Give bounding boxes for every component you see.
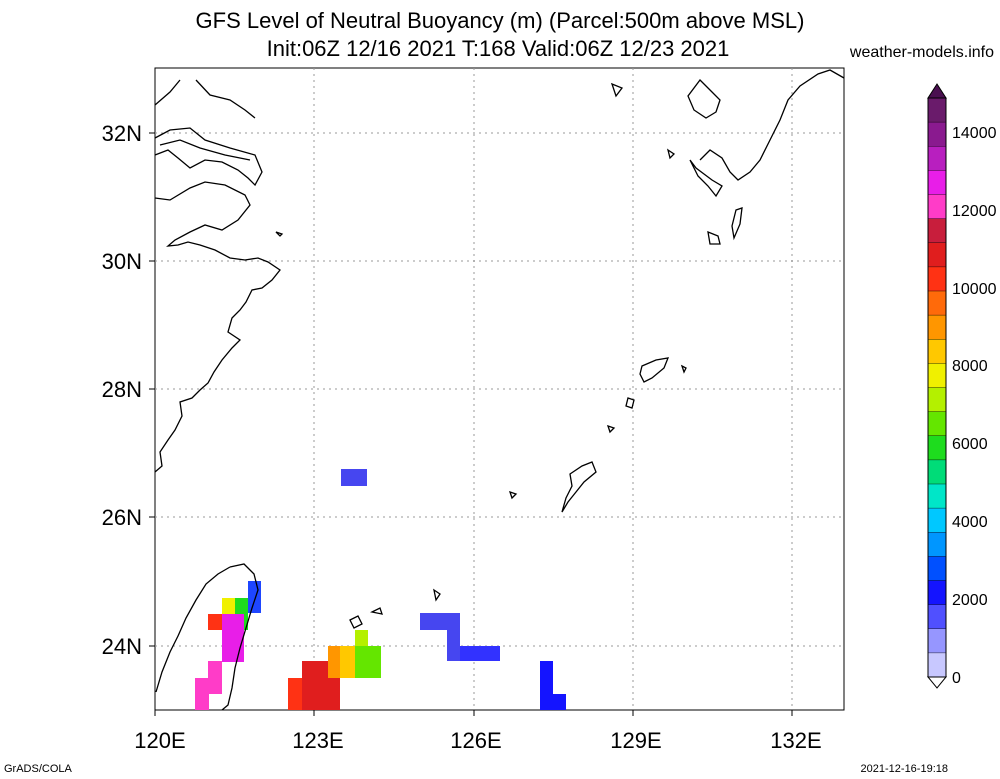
coastlines (154, 69, 845, 711)
cb-label-12000: 12000 (952, 203, 997, 220)
colorbar-segment (928, 194, 946, 220)
colorbar-segment (928, 218, 946, 244)
y-tick-30N: 30N (102, 249, 142, 274)
colorbar (927, 97, 947, 678)
axis-tickmarks (149, 132, 793, 716)
y-tick-28N: 28N (102, 377, 142, 402)
colorbar-segment (928, 339, 946, 364)
colorbar-segment (928, 411, 946, 437)
colorbar-segment (928, 459, 946, 485)
x-tick-132E: 132E (770, 728, 821, 753)
y-tick-26N: 26N (102, 505, 142, 530)
cb-label-14000: 14000 (952, 125, 997, 142)
cb-label-0: 0 (952, 670, 961, 687)
map-title: GFS Level of Neutral Buoyancy (m) (Parce… (195, 8, 805, 33)
map-subtitle: Init:06Z 12/16 2021 T:168 Valid:06Z 12/2… (266, 36, 730, 61)
cb-label-6000: 6000 (952, 436, 988, 453)
colorbar-labels: 14000 12000 10000 8000 6000 4000 2000 0 (952, 125, 997, 687)
site-credit: weather-models.info (849, 44, 994, 61)
colorbar-segment (928, 387, 946, 413)
colorbar-segment (928, 532, 946, 557)
cb-label-10000: 10000 (952, 281, 997, 298)
colorbar-segment (928, 484, 946, 509)
colorbar-segment (928, 652, 946, 678)
colorbar-segment (928, 628, 946, 654)
x-tick-123E: 123E (292, 728, 343, 753)
colorbar-segment (928, 98, 946, 123)
colorbar-segment (928, 315, 946, 340)
colorbar-segment (928, 363, 946, 388)
colorbar-segment (928, 604, 946, 630)
x-axis-ticks: 120E 123E 126E 129E 132E (134, 728, 821, 753)
cb-label-4000: 4000 (952, 514, 988, 531)
colorbar-segment (928, 146, 946, 171)
cb-label-8000: 8000 (952, 358, 988, 375)
colorbar-segment (928, 122, 946, 147)
x-tick-129E: 129E (610, 728, 661, 753)
colorbar-segment (928, 266, 946, 292)
y-tick-32N: 32N (102, 121, 142, 146)
gridlines (155, 68, 844, 710)
colorbar-segment (928, 242, 946, 268)
colorbar-segment (928, 291, 946, 316)
colorbar-top-arrow (927, 83, 947, 99)
x-tick-126E: 126E (450, 728, 501, 753)
buoyancy-shading (195, 469, 566, 710)
footer-timestamp: 2021-12-16-19:18 (860, 763, 948, 775)
colorbar-segment (928, 435, 946, 461)
y-tick-24N: 24N (102, 634, 142, 659)
x-tick-120E: 120E (134, 728, 185, 753)
colorbar-segment (928, 508, 946, 533)
colorbar-segment (928, 556, 946, 581)
colorbar-bottom-arrow (926, 676, 948, 689)
cb-label-2000: 2000 (952, 592, 988, 609)
colorbar-segment (928, 580, 946, 606)
footer-credit: GrADS/COLA (4, 763, 72, 775)
colorbar-segment (928, 170, 946, 195)
y-axis-ticks: 32N 30N 28N 26N 24N (102, 121, 142, 659)
